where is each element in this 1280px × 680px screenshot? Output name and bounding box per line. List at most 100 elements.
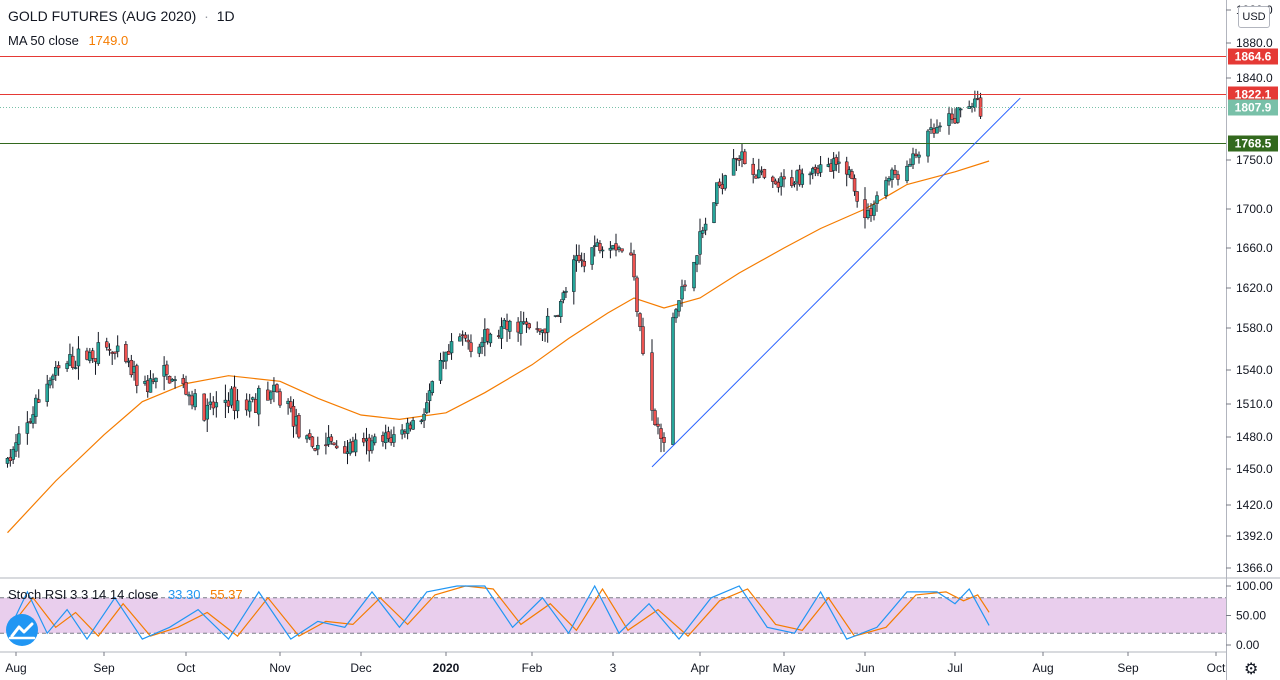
candle — [810, 166, 815, 180]
price-level-label: 1822.1 — [1235, 88, 1272, 102]
candle-body — [17, 433, 21, 445]
candle-body — [115, 345, 120, 352]
candle — [124, 341, 128, 364]
axes: 1920.01880.01840.01750.01700.01660.01620… — [5, 3, 1273, 675]
time-axis-label: Aug — [1032, 661, 1053, 675]
price-axis-label: 1620.0 — [1236, 281, 1273, 295]
candle-body — [751, 163, 755, 175]
currency-button[interactable]: USD — [1238, 6, 1270, 28]
candle — [958, 107, 963, 118]
trendline-path[interactable] — [651, 97, 1021, 468]
candle — [90, 347, 95, 363]
stoch-legend[interactable]: Stoch RSI 3 3 14 14 close 33.30 55.37 — [8, 587, 243, 602]
candle — [372, 433, 377, 446]
candle-body — [837, 161, 841, 164]
candle — [477, 343, 482, 358]
candle-body — [958, 108, 963, 111]
candle — [875, 191, 879, 212]
candle-body — [953, 118, 957, 124]
candle-body — [545, 315, 550, 333]
stoch-axis-label: 100.00 — [1236, 579, 1273, 593]
candle — [717, 178, 722, 189]
candle-body — [370, 440, 374, 451]
candle-body — [463, 334, 468, 339]
candle-body — [353, 439, 358, 453]
symbol-name[interactable]: GOLD FUTURES (AUG 2020) — [8, 8, 197, 24]
candle-body — [93, 358, 98, 362]
candle-body — [650, 352, 654, 411]
candle — [558, 299, 563, 323]
candle — [36, 389, 41, 403]
candle — [113, 351, 117, 360]
candle — [422, 408, 426, 428]
candle — [229, 386, 234, 409]
candle-body — [757, 169, 761, 179]
candle — [508, 319, 512, 340]
price-axis-label: 1480.0 — [1236, 430, 1273, 444]
stoch-k-line — [6, 584, 990, 641]
candle-body — [272, 384, 276, 392]
candle-body — [808, 173, 812, 176]
candle — [692, 261, 696, 292]
candle — [425, 392, 429, 415]
price-level-label: 1807.9 — [1235, 101, 1272, 115]
candle — [427, 383, 432, 413]
candle-body — [911, 153, 915, 165]
candle-body — [313, 448, 317, 451]
candle-body — [165, 364, 169, 375]
time-axis-label: Nov — [269, 661, 290, 675]
price-axis-label: 1510.0 — [1236, 397, 1273, 411]
candle-body — [214, 402, 219, 408]
interval-label[interactable]: 1D — [216, 8, 235, 24]
candle — [31, 406, 35, 429]
ma-legend[interactable]: MA 50 close 1749.0 — [8, 33, 128, 48]
candle — [334, 440, 339, 450]
candle — [307, 429, 312, 441]
trendline[interactable] — [651, 97, 1021, 468]
candle — [731, 149, 736, 176]
stoch-axis-label: 0.00 — [1236, 638, 1260, 652]
tradingview-logo-icon[interactable] — [6, 614, 38, 646]
candle — [480, 337, 484, 355]
candle — [499, 317, 504, 349]
candle-body — [659, 428, 663, 439]
candle — [278, 388, 282, 408]
candle — [386, 426, 391, 443]
candle-body — [538, 328, 542, 332]
candle — [737, 155, 741, 167]
candle — [632, 249, 636, 281]
candle-body — [717, 181, 722, 186]
stoch-axis-label: 50.00 — [1236, 609, 1266, 623]
candle-body — [425, 402, 429, 413]
candle-body — [449, 341, 454, 354]
candle-body — [608, 247, 613, 251]
candle-body — [629, 252, 633, 256]
candle-body — [148, 378, 153, 393]
candle-body — [332, 442, 336, 445]
candle-body — [863, 199, 867, 219]
candle-body — [68, 354, 72, 366]
candle — [96, 331, 101, 366]
candle — [65, 360, 69, 372]
candle — [779, 172, 783, 196]
candle — [818, 155, 823, 177]
chart-title: GOLD FUTURES (AUG 2020) · 1D — [8, 8, 235, 24]
candle — [165, 360, 169, 381]
candle — [184, 375, 188, 396]
candle — [800, 168, 805, 188]
candle-body — [929, 127, 933, 131]
settings-gear-icon[interactable]: ⚙ — [1244, 661, 1259, 678]
candle-body — [329, 436, 334, 442]
candle-body — [932, 128, 936, 134]
candle-body — [762, 169, 767, 178]
candle-body — [782, 176, 786, 180]
candle — [466, 334, 470, 350]
candle — [620, 248, 624, 253]
candle — [712, 202, 716, 224]
candle-body — [269, 391, 273, 400]
candle — [656, 417, 660, 435]
candle — [419, 418, 424, 425]
price-level-badge — [1228, 135, 1278, 152]
